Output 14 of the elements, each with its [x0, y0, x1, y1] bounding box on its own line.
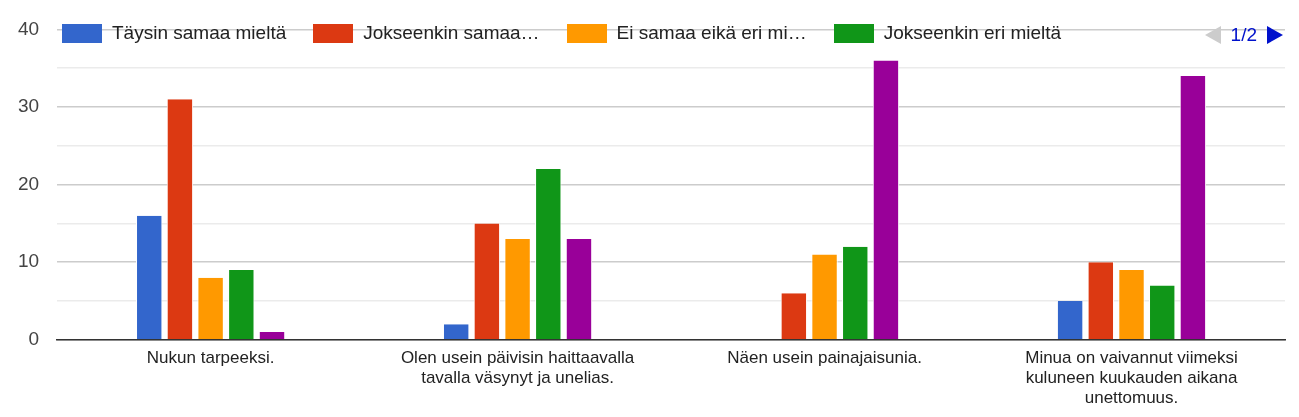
- x-tick-label: Nukun tarpeeksi.: [146, 347, 275, 367]
- legend-label: Jokseenkin eri mieltä: [883, 22, 1062, 44]
- y-tick-label: 30: [17, 95, 40, 117]
- legend-label: Jokseenkin samaa…: [363, 22, 540, 44]
- x-tick-label: Olen usein päivisin haittaavalla tavalla väsynyt ja unelias.: [400, 347, 635, 388]
- x-tick-label: Näen usein painajaisunia.: [727, 347, 922, 367]
- y-tick-label: 40: [17, 17, 40, 39]
- y-tick-label: 10: [17, 250, 40, 272]
- legend-label: Täysin samaa mieltä: [112, 22, 287, 44]
- legend-label: Ei samaa eikä eri mi…: [616, 22, 807, 44]
- y-tick-label: 0: [28, 328, 40, 350]
- x-tick-label: Minua on vaivannut viimeksi kuluneen kuukauden aikana unettomuus.: [1025, 347, 1238, 408]
- y-tick-label: 20: [17, 172, 40, 194]
- annotation: 1/2: [1230, 24, 1257, 46]
